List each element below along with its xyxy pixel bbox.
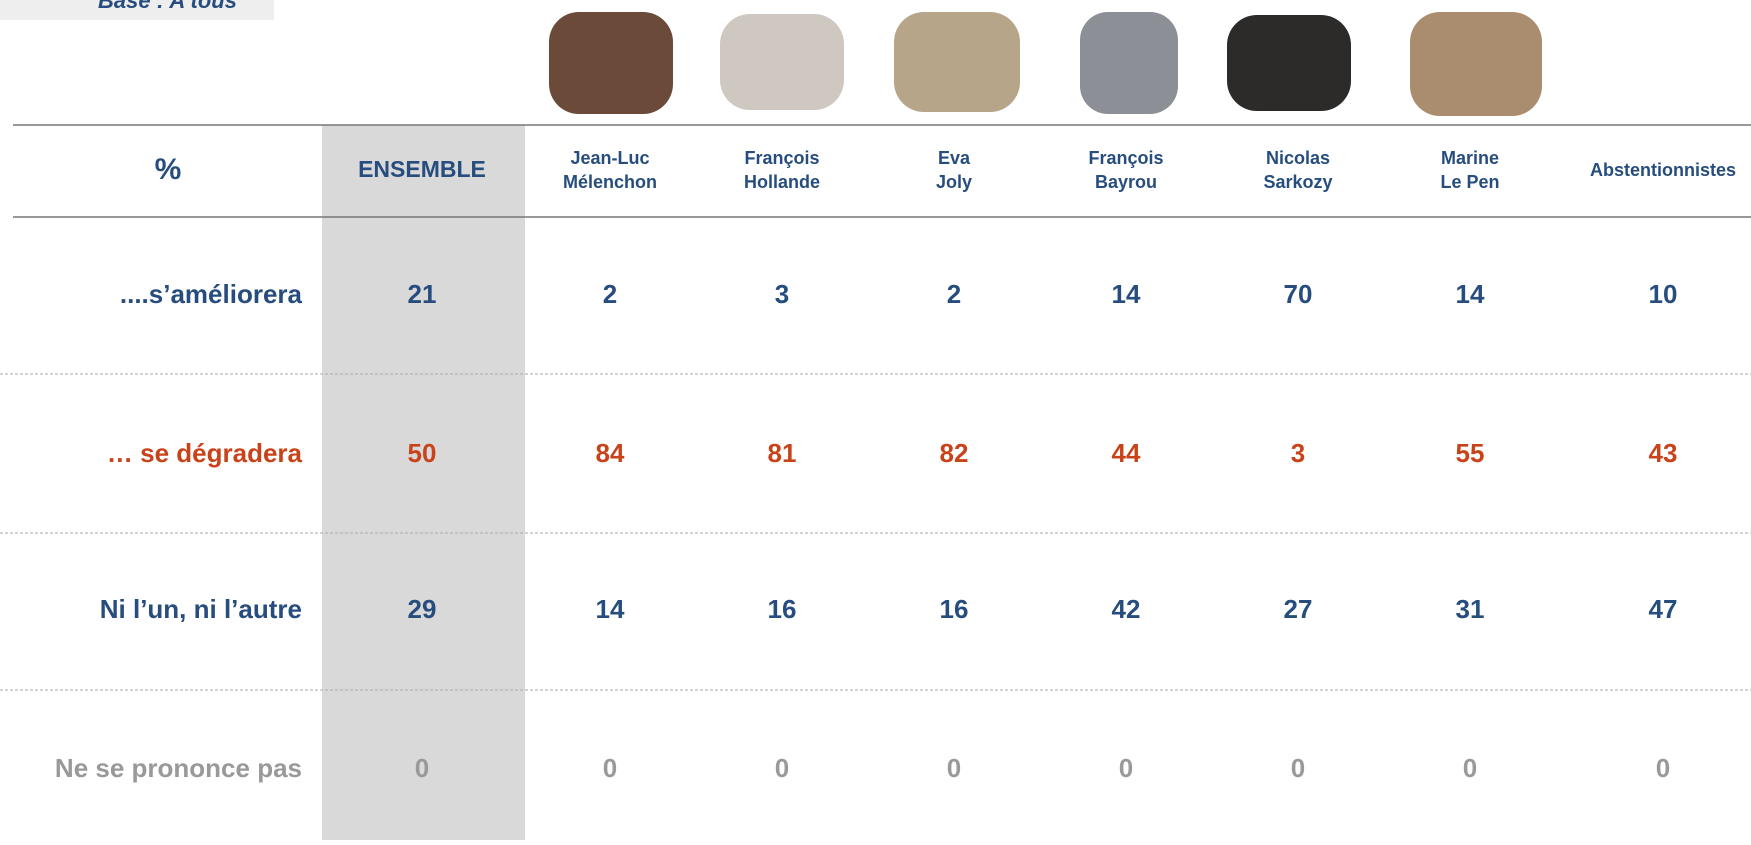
column-header: Nicolas (1266, 148, 1330, 168)
cell-value: 14 (1456, 279, 1485, 309)
photo (720, 14, 844, 110)
cell-value: 31 (1456, 594, 1485, 624)
column-header: Eva (938, 148, 971, 168)
cell-value: 84 (596, 438, 625, 468)
cell-value: 14 (596, 594, 625, 624)
column-header: Bayrou (1095, 172, 1157, 192)
cell-value: 3 (1291, 438, 1305, 468)
cell-value: 0 (1656, 753, 1670, 783)
column-header: Hollande (744, 172, 820, 192)
column-header: Abstentionnistes (1590, 160, 1736, 180)
cell-value: 47 (1649, 594, 1678, 624)
column-header: Mélenchon (563, 172, 657, 192)
cell-value: 14 (1112, 279, 1141, 309)
cell-value: 29 (408, 594, 437, 624)
cell-value: 16 (940, 594, 969, 624)
cell-value: 3 (775, 279, 789, 309)
photo (894, 12, 1020, 112)
cell-value: 50 (408, 438, 437, 468)
photo (1410, 12, 1542, 116)
cell-value: 81 (768, 438, 797, 468)
column-header: Sarkozy (1263, 172, 1332, 192)
photo (1227, 15, 1351, 111)
column-header: Joly (936, 172, 972, 192)
table-view: Base : A tous % ENSEMBLE Jean-Luc Mélenchon… (0, 0, 1751, 840)
cell-value: 21 (408, 279, 437, 309)
base-label: Base : A tous (98, 0, 237, 13)
column-header: ENSEMBLE (358, 156, 486, 182)
photo (549, 12, 673, 114)
cell-value: 0 (603, 753, 617, 783)
cell-value: 82 (940, 438, 969, 468)
cell-value: 0 (775, 753, 789, 783)
cell-value: 70 (1284, 279, 1313, 309)
cell-value: 0 (947, 753, 961, 783)
cell-value: 0 (1463, 753, 1477, 783)
row-label: ....s’améliorera (120, 279, 303, 309)
cell-value: 43 (1649, 438, 1678, 468)
column-header: Marine (1441, 148, 1499, 168)
cell-value: 0 (1119, 753, 1133, 783)
cell-value: 44 (1112, 438, 1141, 468)
photo (1080, 12, 1178, 114)
cell-value: 0 (1291, 753, 1305, 783)
column-header: Le Pen (1440, 172, 1499, 192)
column-header: % (155, 153, 182, 186)
cell-value: 2 (947, 279, 961, 309)
row-label: Ni l’un, ni l’autre (100, 594, 302, 624)
cell-value: 55 (1456, 438, 1485, 468)
row-label: … se dégradera (107, 438, 303, 468)
cell-value: 0 (415, 753, 429, 783)
cell-value: 16 (768, 594, 797, 624)
column-header: François (1088, 148, 1163, 168)
column-header: Jean-Luc (570, 148, 649, 168)
cell-value: 2 (603, 279, 617, 309)
row-label: Ne se prononce pas (55, 753, 302, 783)
column-header: François (744, 148, 819, 168)
ensemble-band (322, 125, 525, 840)
photos (549, 12, 1542, 116)
cell-value: 27 (1284, 594, 1313, 624)
cell-value: 10 (1649, 279, 1678, 309)
cell-value: 42 (1112, 594, 1141, 624)
page: Base : A tous % ENSEMBLE Jean-Luc Mélenchon… (0, 0, 1751, 840)
